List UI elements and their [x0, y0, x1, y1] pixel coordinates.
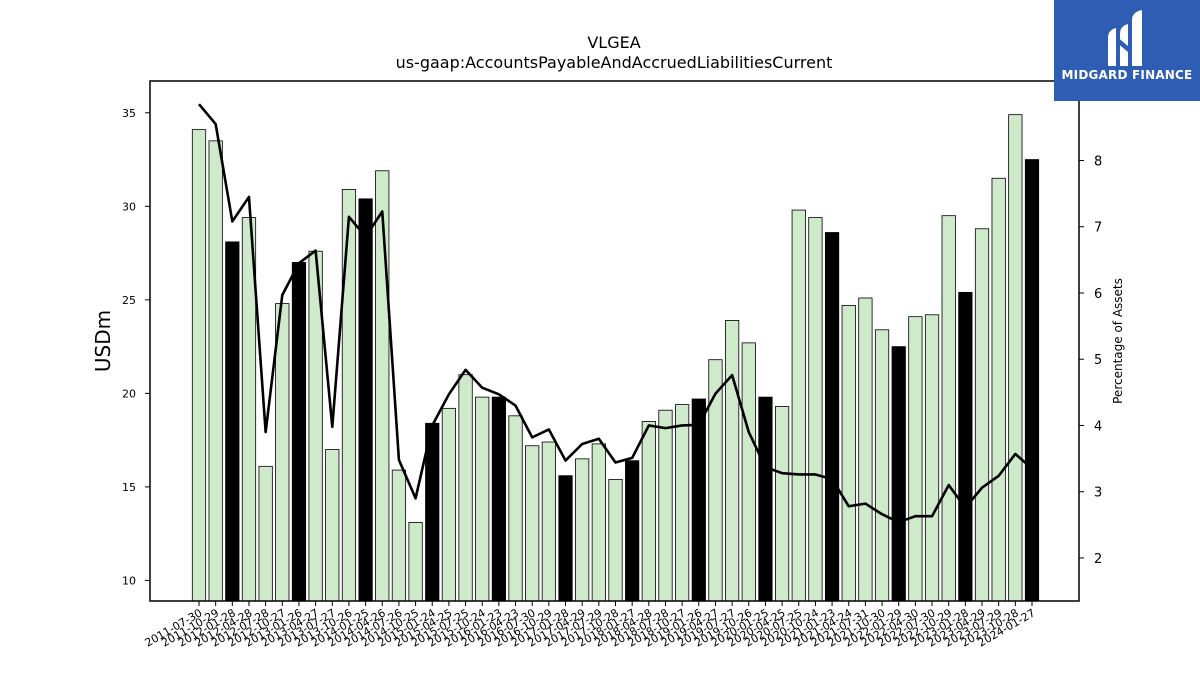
y2-tick-label: 3 — [1094, 486, 1102, 501]
logo-mark-icon — [1108, 10, 1142, 66]
y2-tick-label: 7 — [1094, 221, 1102, 236]
bar — [858, 297, 873, 602]
bar — [275, 303, 290, 602]
y-tick-label: 30 — [122, 200, 136, 213]
bar — [608, 479, 623, 602]
y-tick-label: 25 — [122, 294, 136, 307]
bar — [458, 374, 473, 602]
bar — [691, 398, 706, 602]
bar — [191, 129, 207, 602]
bar — [725, 320, 740, 602]
logo-text: MIDGARD FINANCE — [1061, 68, 1193, 82]
y-tick-label: 35 — [122, 107, 136, 120]
bar — [508, 415, 523, 602]
bar — [225, 241, 240, 602]
bar — [1024, 159, 1040, 602]
y-axis-right: 2 3 4 5 6 7 8 — [1079, 154, 1102, 567]
y2-tick-label: 5 — [1094, 353, 1102, 368]
bar — [791, 209, 806, 602]
bar — [558, 475, 573, 602]
bar — [924, 314, 940, 602]
bar — [291, 262, 307, 602]
bar — [541, 441, 556, 602]
chart-subtitle: us-gaap:AccountsPayableAndAccruedLiabili… — [396, 53, 833, 72]
y2-axis-label: Percentage of Assets — [1111, 278, 1125, 404]
bar — [408, 522, 423, 602]
bar — [874, 329, 890, 602]
midgard-finance-logo: MIDGARD FINANCE — [1054, 0, 1200, 101]
x-axis: 2011-07-302011-10-292012-01-282012-04-28… — [143, 601, 1038, 650]
bar — [808, 217, 823, 602]
y2-tick-label: 8 — [1094, 154, 1102, 169]
chart-title: VLGEA — [587, 33, 640, 52]
bar — [741, 342, 756, 602]
bar — [908, 316, 923, 602]
y-tick-label: 15 — [122, 481, 136, 494]
bar — [641, 421, 656, 602]
y-tick-label: 20 — [122, 387, 136, 400]
bar — [941, 215, 956, 602]
y-tick-label: 10 — [122, 574, 136, 587]
bar — [491, 396, 506, 602]
bar — [758, 396, 773, 602]
plot-frame — [149, 80, 1080, 602]
bar — [258, 465, 273, 602]
bar — [441, 407, 457, 602]
bar — [525, 445, 540, 602]
bar — [208, 140, 223, 602]
y2-tick-label: 2 — [1094, 552, 1102, 567]
bar — [325, 449, 340, 602]
y-axis-left: 10 15 20 25 30 35 — [122, 107, 150, 587]
bar — [841, 305, 856, 602]
bar — [658, 409, 673, 602]
bar — [575, 458, 590, 602]
y2-tick-label: 4 — [1094, 419, 1102, 434]
bar — [391, 469, 407, 602]
bar — [341, 189, 357, 602]
bar — [625, 460, 640, 602]
bar — [824, 232, 840, 602]
bar — [991, 177, 1006, 602]
bar — [358, 198, 373, 602]
bar — [775, 406, 790, 602]
bar — [375, 170, 390, 602]
bar — [974, 228, 990, 602]
y-axis-label: USDm — [91, 310, 115, 372]
bar — [591, 443, 606, 602]
bar — [475, 396, 490, 602]
bar — [1008, 114, 1023, 602]
bar — [958, 291, 973, 602]
bar — [891, 346, 906, 602]
y2-tick-label: 6 — [1094, 287, 1102, 302]
percentage-line — [198, 103, 1033, 524]
bar-series — [191, 114, 1040, 602]
bar — [675, 404, 690, 602]
